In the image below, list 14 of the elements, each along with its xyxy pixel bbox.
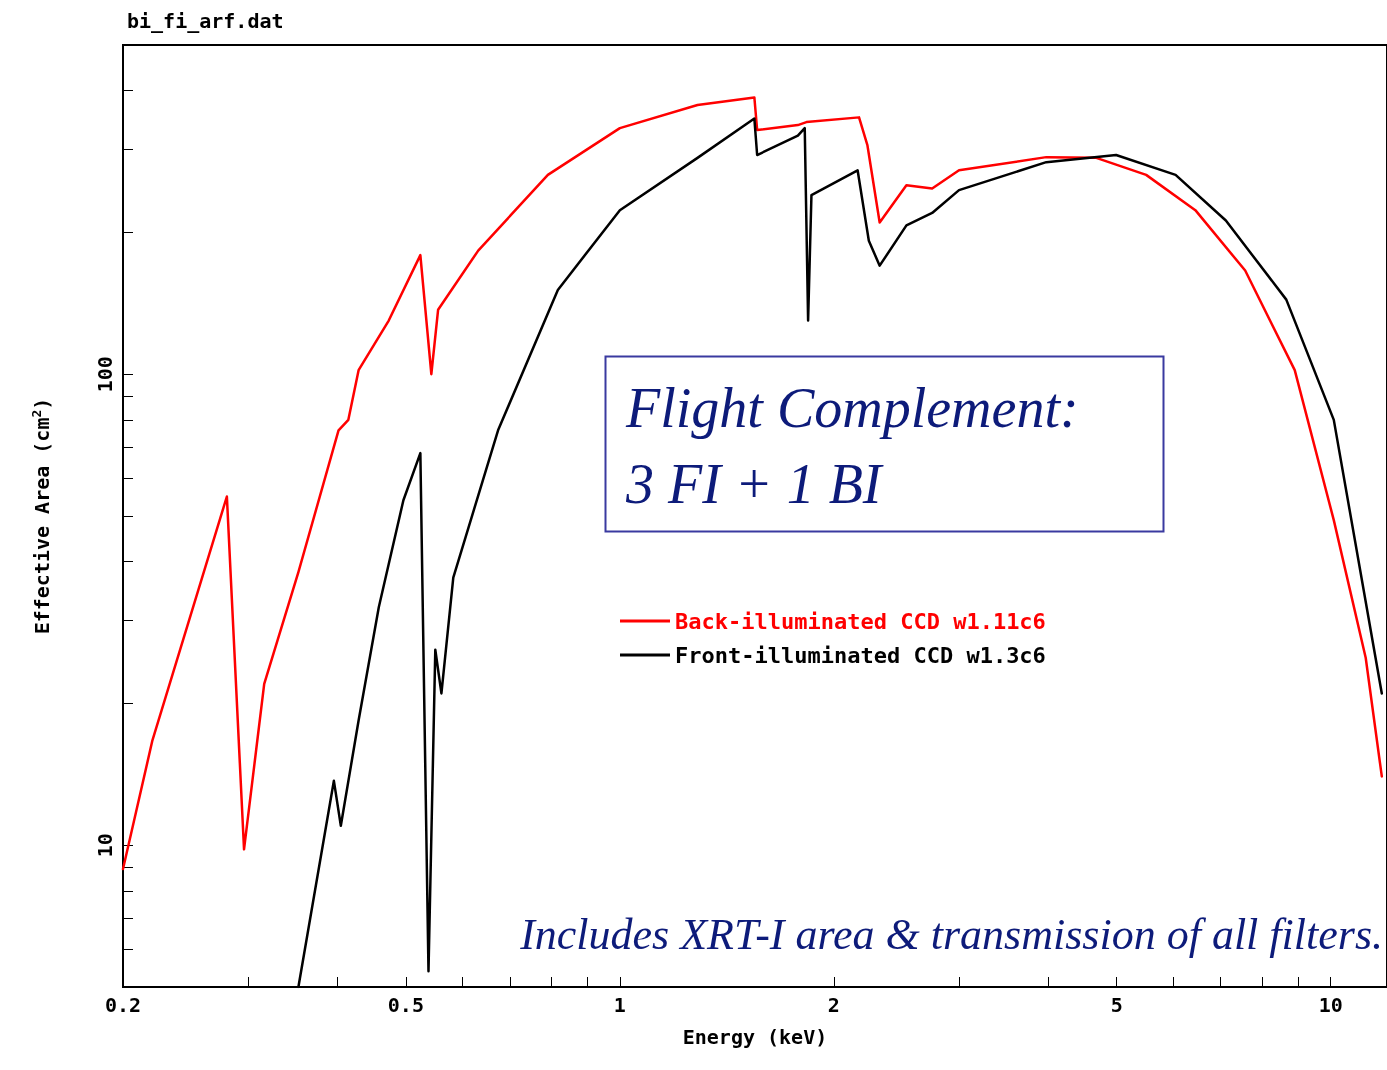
legend-label: Back-illuminated CCD w1.11c6 <box>675 608 1046 634</box>
legend-label: Front-illuminated CCD w1.3c6 <box>675 642 1046 668</box>
x-tick-label: 1 <box>613 993 626 1017</box>
x-tick-label: 0.5 <box>387 993 424 1017</box>
annotation: Flight Complement: 3 FI + 1 BI <box>625 377 1079 515</box>
annotation: Includes XRT-I area & transmission of all filters. <box>519 909 1383 959</box>
chart-title: bi_fi_arf.dat <box>127 9 284 33</box>
x-axis-title: Energy (keV) <box>682 1025 828 1049</box>
y-tick-label: 100 <box>93 356 117 393</box>
x-tick-label: 5 <box>1110 993 1123 1017</box>
x-tick-label: 10 <box>1318 993 1343 1017</box>
x-tick-label: 2 <box>827 993 840 1017</box>
x-tick-label: 0.2 <box>104 993 142 1017</box>
y-axis-title: Effective Area (cm2) <box>29 397 54 635</box>
